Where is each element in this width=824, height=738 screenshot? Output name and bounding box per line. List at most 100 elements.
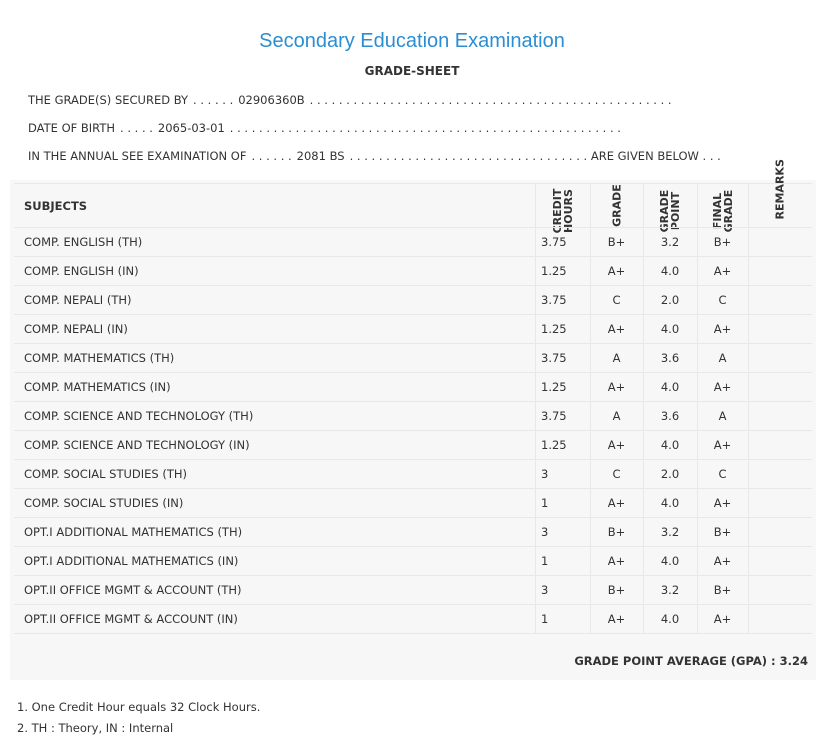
- info-value: 2081 BS: [296, 149, 345, 163]
- subject: COMP. NEPALI (IN): [24, 322, 128, 336]
- row-divider: [14, 517, 812, 518]
- subject: OPT.I ADDITIONAL MATHEMATICS (IN): [24, 554, 239, 568]
- cell: 1.25: [541, 438, 567, 452]
- cell: 3: [541, 583, 549, 597]
- row-divider: [14, 546, 812, 547]
- cell: 1: [541, 554, 549, 568]
- cell: 3.75: [541, 351, 567, 365]
- cell: 1: [541, 612, 549, 626]
- subject: COMP. NEPALI (TH): [24, 293, 132, 307]
- subject: COMP. ENGLISH (TH): [24, 235, 143, 249]
- info-label: THE GRADE(S) SECURED BY: [28, 93, 189, 107]
- cell: 3: [541, 467, 549, 481]
- subject: OPT.II OFFICE MGMT & ACCOUNT (IN): [24, 612, 238, 626]
- cell: A+: [713, 264, 732, 278]
- cell: B+: [713, 525, 732, 539]
- row-divider: [14, 256, 812, 257]
- cell: 3.6: [660, 351, 680, 365]
- info-trail: . . . . . . . . . . . . . . . . . . . . …: [309, 93, 672, 107]
- cell: 1.25: [541, 264, 567, 278]
- info-line: DATE OF BIRTH . . . . . 2065-03-01 . . . . …: [28, 121, 626, 135]
- title: Secondary Education Examination: [259, 30, 565, 52]
- cell: 1.25: [541, 380, 567, 394]
- note: 2. TH : Theory, IN : Internal: [17, 721, 174, 735]
- cell: 4.0: [660, 322, 680, 336]
- cell: B+: [713, 235, 732, 249]
- cell: 3.75: [541, 293, 567, 307]
- info-trail: . . . . . . . . . . . . . . . . . . . . …: [349, 149, 721, 163]
- cell: A+: [607, 554, 626, 568]
- cell: 3: [541, 525, 549, 539]
- row-divider: [14, 372, 812, 373]
- row-divider: [14, 401, 812, 402]
- column-divider: [697, 183, 698, 633]
- cell: 3.2: [660, 525, 680, 539]
- cell: 4.0: [660, 380, 680, 394]
- gpa-value: 3.24: [779, 654, 808, 668]
- column-divider: [590, 183, 591, 633]
- row-divider: [14, 488, 812, 489]
- gpa-label: GRADE POINT AVERAGE (GPA) :: [574, 654, 776, 668]
- cell: A+: [607, 612, 626, 626]
- cell: 4.0: [660, 264, 680, 278]
- cell: A+: [607, 322, 626, 336]
- info-label: DATE OF BIRTH: [28, 121, 116, 135]
- subtitle: GRADE-SHEET: [364, 64, 460, 78]
- subject: COMP. ENGLISH (IN): [24, 264, 139, 278]
- cell: A+: [607, 380, 626, 394]
- row-divider: [14, 314, 812, 315]
- cell: 3.2: [660, 583, 680, 597]
- info-value: 02906360B: [238, 93, 305, 107]
- note: 1. One Credit Hour equals 32 Clock Hours…: [17, 700, 261, 714]
- row-divider: [14, 183, 812, 184]
- column-divider: [535, 183, 536, 633]
- info-lead: . . . . . .: [193, 93, 234, 107]
- cell: A: [718, 409, 727, 423]
- row-divider: [14, 227, 812, 228]
- cell: 2.0: [660, 293, 680, 307]
- cell: 1.25: [541, 322, 567, 336]
- cell: 3.6: [660, 409, 680, 423]
- row-divider: [14, 343, 812, 344]
- cell: A+: [713, 438, 732, 452]
- column-divider: [748, 183, 749, 633]
- row-divider: [14, 575, 812, 576]
- cell: A+: [607, 438, 626, 452]
- cell: C: [612, 293, 621, 307]
- column-divider: [643, 183, 644, 633]
- cell: 4.0: [660, 496, 680, 510]
- cell: A+: [713, 380, 732, 394]
- info-value: 2065-03-01: [157, 121, 225, 135]
- cell: A: [718, 351, 727, 365]
- subject: OPT.II OFFICE MGMT & ACCOUNT (TH): [24, 583, 242, 597]
- subject: COMP. SCIENCE AND TECHNOLOGY (TH): [24, 409, 254, 423]
- cell: 3.75: [541, 235, 567, 249]
- cell: B+: [607, 583, 626, 597]
- subject: COMP. SOCIAL STUDIES (IN): [24, 496, 184, 510]
- row-divider: [14, 430, 812, 431]
- cell: A: [612, 351, 621, 365]
- info-lead: . . . . .: [120, 121, 153, 135]
- cell: 4.0: [660, 612, 680, 626]
- info-label: IN THE ANNUAL SEE EXAMINATION OF: [28, 149, 247, 163]
- cell: B+: [713, 583, 732, 597]
- column-header: GRADE: [610, 184, 623, 227]
- info-lead: . . . . . .: [251, 149, 292, 163]
- subject: COMP. MATHEMATICS (IN): [24, 380, 171, 394]
- cell: A+: [607, 264, 626, 278]
- cell: C: [718, 293, 727, 307]
- info-line: THE GRADE(S) SECURED BY . . . . . . 029063…: [28, 93, 677, 107]
- row-divider: [14, 633, 812, 634]
- cell: B+: [607, 235, 626, 249]
- cell: 4.0: [660, 554, 680, 568]
- cell: 3.2: [660, 235, 680, 249]
- cell: C: [718, 467, 727, 481]
- cell: 3.75: [541, 409, 567, 423]
- row-divider: [14, 285, 812, 286]
- cell: C: [612, 467, 621, 481]
- cell: A+: [713, 322, 732, 336]
- info-trail: . . . . . . . . . . . . . . . . . . . . …: [229, 121, 621, 135]
- cell: 2.0: [660, 467, 680, 481]
- cell: 4.0: [660, 438, 680, 452]
